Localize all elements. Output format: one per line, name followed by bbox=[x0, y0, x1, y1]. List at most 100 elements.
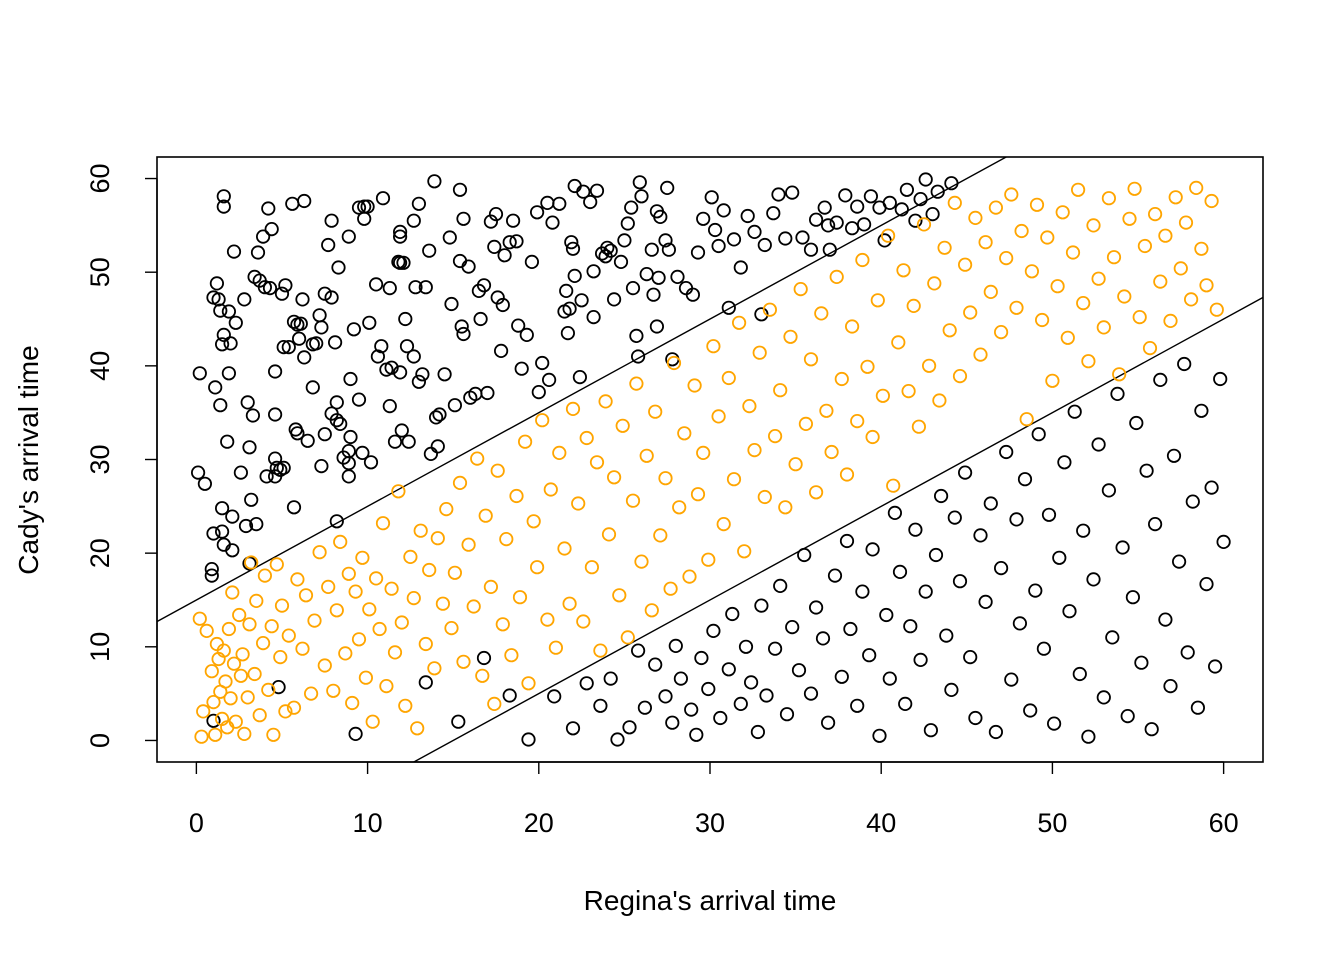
data-point bbox=[439, 501, 454, 517]
y-tick-label: 50 bbox=[85, 257, 115, 287]
data-point bbox=[850, 698, 865, 713]
data-point bbox=[639, 448, 654, 463]
data-point bbox=[422, 243, 437, 258]
data-point bbox=[653, 209, 668, 224]
data-point bbox=[808, 600, 824, 615]
data-point bbox=[286, 700, 302, 715]
y-axis-title: Cady's arrival time bbox=[13, 345, 44, 574]
data-point bbox=[839, 467, 855, 482]
data-point bbox=[363, 455, 379, 470]
data-point bbox=[1166, 448, 1182, 463]
data-point bbox=[514, 361, 529, 376]
data-point bbox=[1036, 641, 1052, 656]
data-point bbox=[502, 235, 517, 250]
data-point bbox=[711, 409, 726, 424]
data-point bbox=[1060, 330, 1075, 345]
data-point bbox=[685, 287, 701, 302]
data-point bbox=[822, 242, 837, 257]
data-point bbox=[255, 635, 271, 651]
data-point bbox=[576, 614, 591, 629]
data-point bbox=[233, 668, 248, 683]
data-point bbox=[225, 509, 240, 524]
data-point bbox=[526, 514, 541, 529]
data-point bbox=[731, 315, 747, 330]
data-point bbox=[257, 280, 272, 295]
data-point bbox=[952, 574, 968, 589]
data-point bbox=[630, 643, 646, 658]
data-point bbox=[689, 727, 704, 742]
data-point bbox=[630, 349, 646, 364]
data-point bbox=[225, 543, 240, 558]
data-point bbox=[963, 649, 978, 665]
data-point bbox=[603, 243, 618, 258]
data-point bbox=[803, 352, 819, 367]
data-point bbox=[797, 547, 812, 563]
data-point bbox=[603, 671, 618, 686]
data-point bbox=[483, 579, 498, 595]
data-point bbox=[490, 290, 505, 305]
data-point bbox=[687, 378, 702, 393]
data-point bbox=[887, 505, 903, 521]
data-point bbox=[269, 557, 284, 572]
data-point bbox=[333, 416, 348, 431]
data-point bbox=[820, 218, 836, 233]
data-point bbox=[634, 189, 649, 204]
data-point bbox=[368, 277, 384, 292]
data-point bbox=[1158, 228, 1173, 243]
data-point bbox=[278, 278, 293, 293]
data-point bbox=[658, 689, 673, 704]
data-point bbox=[261, 201, 276, 216]
data-point bbox=[531, 384, 546, 400]
data-point bbox=[1023, 703, 1038, 718]
data-point bbox=[927, 276, 942, 291]
data-point bbox=[1112, 367, 1127, 382]
data-point bbox=[839, 533, 855, 549]
data-point bbox=[901, 383, 916, 399]
data-point bbox=[1017, 472, 1033, 487]
data-point bbox=[341, 229, 356, 244]
data-point bbox=[677, 426, 692, 441]
data-point bbox=[295, 641, 310, 656]
data-point bbox=[1065, 245, 1081, 260]
data-point bbox=[293, 316, 308, 331]
reference-lines bbox=[157, 157, 1263, 762]
data-point bbox=[521, 732, 536, 747]
data-point bbox=[312, 308, 327, 323]
x-axis: 0 10 20 30 40 50 60 bbox=[189, 761, 1239, 838]
data-point bbox=[375, 516, 391, 531]
data-point bbox=[1153, 372, 1168, 387]
data-point bbox=[221, 304, 236, 319]
data-point bbox=[321, 579, 336, 595]
data-point bbox=[411, 196, 426, 211]
data-point bbox=[232, 607, 247, 623]
data-point bbox=[757, 237, 772, 253]
data-point bbox=[1216, 534, 1231, 550]
data-point bbox=[834, 669, 849, 684]
data-point bbox=[660, 180, 675, 195]
y-axis: 0 10 20 30 40 50 60 bbox=[85, 163, 158, 748]
data-point bbox=[545, 215, 560, 230]
data-point bbox=[297, 193, 312, 209]
data-point bbox=[552, 445, 567, 460]
data-point bbox=[696, 211, 711, 226]
data-point bbox=[452, 182, 468, 197]
data-point bbox=[773, 383, 788, 398]
data-point bbox=[1081, 729, 1096, 744]
data-point bbox=[362, 315, 377, 330]
data-point bbox=[478, 508, 493, 523]
data-point bbox=[305, 380, 320, 395]
data-point bbox=[235, 647, 250, 662]
data-point bbox=[259, 469, 274, 484]
data-point bbox=[1106, 250, 1122, 265]
data-point bbox=[540, 195, 555, 210]
data-point bbox=[216, 189, 231, 204]
data-point bbox=[820, 715, 836, 730]
data-point bbox=[1190, 700, 1206, 715]
data-point bbox=[1173, 261, 1188, 276]
data-point bbox=[1208, 659, 1223, 674]
data-point bbox=[1041, 507, 1057, 522]
data-point bbox=[921, 358, 937, 373]
data-point bbox=[721, 370, 736, 386]
data-point bbox=[264, 222, 279, 237]
data-point bbox=[747, 224, 762, 239]
